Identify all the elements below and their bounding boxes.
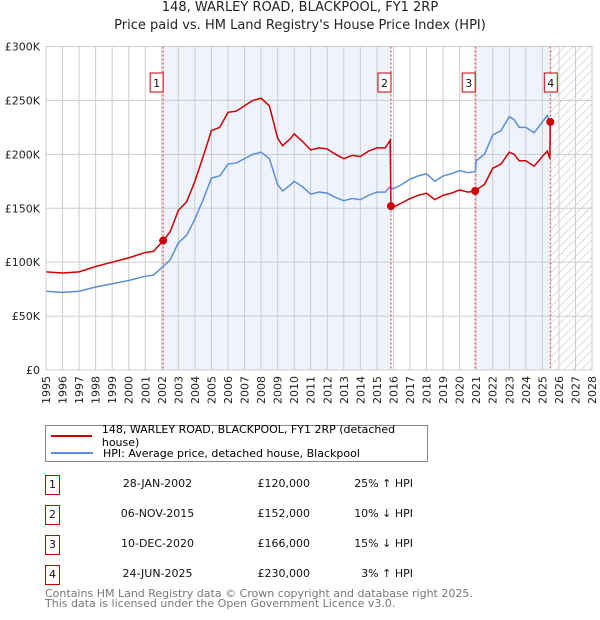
- sale-label: 1: [153, 77, 160, 90]
- footer-copyright: Contains HM Land Registry data © Crown c…: [45, 587, 473, 600]
- sale-label: 4: [547, 77, 554, 90]
- sale-date: 10-DEC-2020: [120, 537, 195, 550]
- sale-number-badge: 1: [45, 475, 60, 495]
- hpi-line: [45, 113, 552, 294]
- sale-label: 2: [381, 77, 388, 90]
- y-tick-label: £50K: [12, 310, 41, 323]
- x-tick-label: 2000: [123, 376, 136, 404]
- x-tick-label: 2018: [421, 376, 434, 404]
- x-tick-label: 2022: [487, 376, 500, 404]
- x-tick-label: 1998: [90, 376, 103, 404]
- table-row: 4 24-JUN-2025 £230,000 3% ↑ HPI: [45, 565, 445, 585]
- sale-date: 06-NOV-2015: [120, 507, 195, 520]
- x-tick-label: 2010: [288, 376, 301, 404]
- x-tick-label: 2025: [536, 376, 549, 404]
- x-tick-label: 2004: [189, 376, 202, 404]
- x-tick-label: 2008: [255, 376, 268, 404]
- y-tick-label: £100K: [5, 256, 41, 269]
- legend-swatch: [51, 452, 93, 454]
- sale-label-box: [543, 72, 558, 93]
- legend-label: 148, WARLEY ROAD, BLACKPOOL, FY1 2RP (de…: [101, 423, 396, 449]
- table-row: 2 06-NOV-2015 £152,000 10% ↓ HPI: [45, 505, 445, 525]
- sale-point: [159, 236, 168, 245]
- sale-label-box: [377, 72, 392, 93]
- sale-date: 28-JAN-2002: [122, 477, 193, 490]
- x-tick-label: 2005: [205, 376, 218, 404]
- sale-number-badge: 4: [45, 565, 60, 585]
- sale-point: [386, 202, 395, 211]
- legend: 148, WARLEY ROAD, BLACKPOOL, FY1 2RP (de…: [45, 423, 428, 462]
- x-tick-label: 2026: [553, 376, 566, 404]
- x-tick-label: 2012: [321, 376, 334, 404]
- x-tick-label: 1999: [106, 376, 119, 404]
- x-tick-label: 1996: [57, 376, 70, 404]
- sale-label: 3: [465, 77, 472, 90]
- x-tick-label: 2009: [272, 376, 285, 404]
- hpi-comparison: 15% ↓ HPI: [354, 537, 413, 550]
- legend-item-hpi: HPI: Average price, detached house, Blac…: [46, 445, 360, 461]
- y-tick-label: £250K: [5, 94, 41, 107]
- x-tick-label: 2002: [156, 376, 169, 404]
- sale-number-badge: 3: [45, 535, 60, 555]
- x-tick-label: 2021: [470, 376, 483, 404]
- sale-date: 24-JUN-2025: [122, 567, 193, 580]
- chart-subtitle: Price paid vs. HM Land Registry's House …: [114, 18, 486, 33]
- x-tick-label: 2003: [172, 376, 185, 404]
- sale-point: [546, 117, 555, 126]
- sale-price: £166,000: [257, 537, 311, 550]
- legend-label: HPI: Average price, detached house, Blac…: [103, 446, 360, 460]
- x-tick-label: 2007: [239, 376, 252, 404]
- x-tick-label: 1997: [73, 376, 86, 404]
- sale-price: £120,000: [257, 477, 311, 490]
- x-tick-label: 2023: [503, 376, 516, 404]
- x-tick-label: 2016: [387, 376, 400, 404]
- sale-point: [471, 186, 480, 195]
- x-tick-label: 2020: [454, 376, 467, 404]
- legend-item-property: 148, WARLEY ROAD, BLACKPOOL, FY1 2RP (de…: [46, 423, 427, 449]
- x-tick-label: 2011: [305, 376, 318, 404]
- sale-label-box: [149, 72, 164, 93]
- sale-label-box: [461, 72, 476, 93]
- x-tick-label: 2014: [354, 376, 367, 404]
- price-chart: 1995 1996 1997 1998 1999 2000 2001 2002 2003 2004…: [5, 41, 599, 405]
- table-row: 1 28-JAN-2002 £120,000 25% ↑ HPI: [45, 475, 445, 495]
- sale-price: £230,000: [257, 567, 311, 580]
- x-tick-label: 2015: [371, 376, 384, 404]
- x-tick-label: 1995: [40, 376, 53, 404]
- sale-price: £152,000: [257, 507, 311, 520]
- y-tick-label: £200K: [5, 148, 41, 161]
- chart-title: 148, WARLEY ROAD, BLACKPOOL, FY1 2RP: [161, 0, 439, 15]
- x-tick-label: 2001: [139, 376, 152, 404]
- property-price-line: [45, 97, 552, 274]
- x-tick-label: 2006: [222, 376, 235, 404]
- footer-licence: This data is licensed under the Open Gov…: [45, 597, 396, 610]
- x-tick-label: 2024: [520, 376, 533, 404]
- y-tick-label: £150K: [5, 202, 41, 215]
- hpi-comparison: 25% ↑ HPI: [354, 477, 413, 490]
- plot-border: [45, 46, 593, 371]
- x-tick-label: 2019: [437, 376, 450, 404]
- hpi-comparison: 10% ↓ HPI: [354, 507, 413, 520]
- y-tick-label: £0: [26, 364, 40, 377]
- x-tick-label: 2013: [338, 376, 351, 404]
- hpi-comparison: 3% ↑ HPI: [361, 567, 413, 580]
- x-tick-label: 2017: [404, 376, 417, 404]
- y-tick-label: £300K: [5, 41, 41, 54]
- x-tick-label: 2028: [586, 376, 599, 404]
- legend-swatch: [51, 435, 92, 437]
- x-tick-label: 2027: [569, 376, 582, 404]
- footer: Contains HM Land Registry data © Crown c…: [45, 587, 473, 610]
- sale-number-badge: 2: [45, 505, 60, 525]
- table-row: 3 10-DEC-2020 £166,000 15% ↓ HPI: [45, 535, 445, 555]
